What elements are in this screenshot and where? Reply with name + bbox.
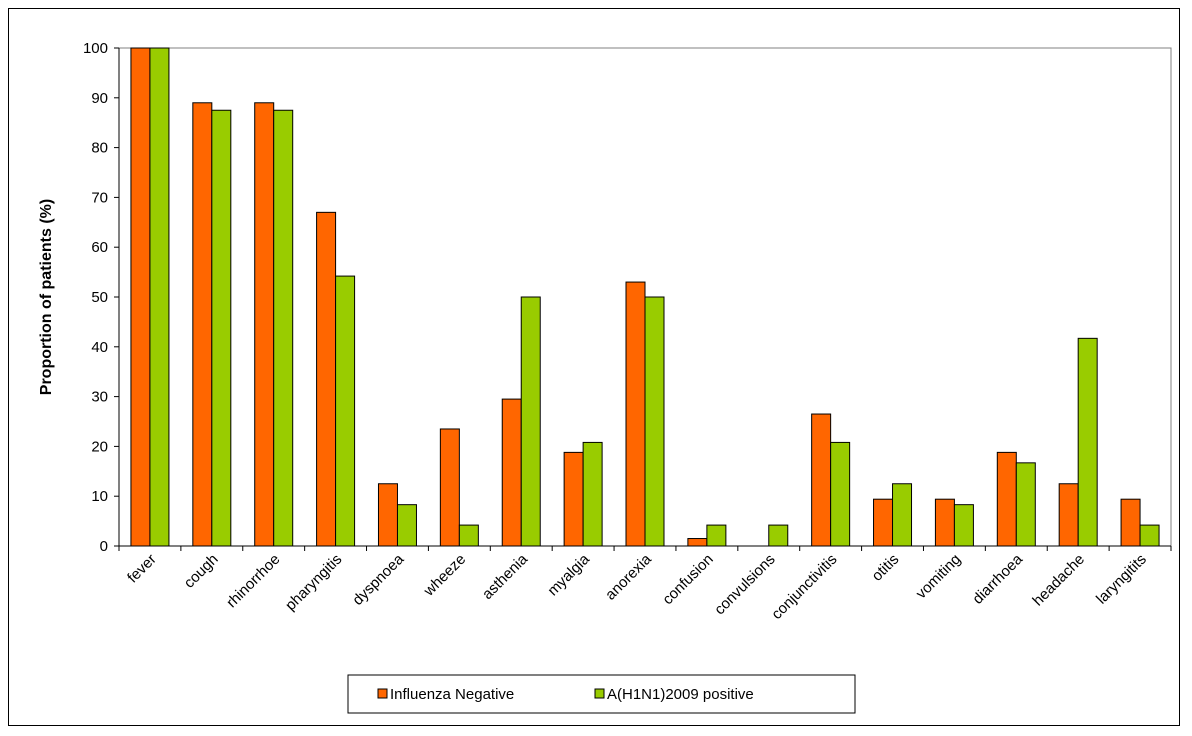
y-axis-title: Proportion of patients (%) (38, 199, 55, 395)
bar-influenza-negative-anorexia (625, 281, 646, 547)
bar-influenza-negative-myalgia (563, 451, 584, 547)
bar-a-h1n1-2009-positive-convulsions (768, 524, 789, 547)
tick-labels-layer: 0 10 20 30 40 50 60 70 80 90 100 fever cough rhinorrh… (83, 40, 1150, 623)
x-tick-label-pharyngitis: pharyngitis (282, 551, 345, 614)
x-tick-label-convulsions: convulsions (711, 551, 778, 618)
bar-a-h1n1-2009-positive-fever (149, 47, 170, 547)
bar-a-h1n1-2009-positive-cough (211, 109, 232, 547)
x-tick-label-laryngitits: laryngitits (1093, 551, 1150, 608)
y-tick-label: 60 (91, 239, 108, 256)
bar-a-h1n1-2009-positive-confusion (706, 524, 727, 547)
x-tick-label-wheeze: wheeze (420, 551, 469, 600)
bar-influenza-negative-headache (1058, 483, 1079, 547)
legend-swatch-h1n1-positive (594, 688, 605, 699)
x-tick-label-headache: headache (1029, 551, 1088, 610)
bar-a-h1n1-2009-positive-conjunctivitis (830, 441, 851, 547)
x-tick-label-conjunctivitis: conjunctivitis (768, 551, 840, 623)
x-tick-label-diarrhoea: diarrhoea (969, 550, 1026, 607)
y-tick-label: 80 (91, 140, 108, 157)
bar-influenza-negative-asthenia (501, 398, 522, 547)
bar-a-h1n1-2009-positive-diarrhoea (1015, 462, 1036, 547)
bar-a-h1n1-2009-positive-asthenia (520, 296, 541, 547)
bar-influenza-negative-otitis (873, 498, 894, 547)
bar-a-h1n1-2009-positive-wheeze (458, 524, 479, 547)
y-tick-label: 10 (91, 488, 108, 505)
x-tick-label-otitis: otitis (869, 551, 903, 585)
bar-influenza-negative-rhinorrhoe (254, 102, 275, 547)
y-tick-label: 30 (91, 389, 108, 406)
legend-label-influenza-negative: Influenza Negative (390, 686, 514, 703)
bars-layer (130, 47, 1160, 547)
bar-influenza-negative-diarrhoea (996, 451, 1017, 547)
x-tick-label-vomiting: vomiting (913, 551, 965, 603)
bar-influenza-negative-wheeze (439, 428, 460, 547)
y-tick-label: 0 (100, 538, 108, 555)
x-tick-label-asthenia: asthenia (479, 550, 532, 603)
bar-a-h1n1-2009-positive-myalgia (582, 441, 603, 547)
bar-influenza-negative-fever (130, 47, 151, 547)
x-tick-label-myalgia: myalgia (544, 550, 593, 599)
bar-influenza-negative-cough (192, 102, 213, 547)
y-tick-label: 50 (91, 289, 108, 306)
x-tick-label-confusion: confusion (659, 551, 716, 608)
bar-influenza-negative-conjunctivitis (811, 413, 832, 547)
bar-influenza-negative-pharyngitis (316, 211, 337, 547)
x-tick-label-anorexia: anorexia (602, 550, 655, 603)
bar-a-h1n1-2009-positive-anorexia (644, 296, 665, 547)
bar-chart: 0 10 20 30 40 50 60 70 80 90 100 fever cough rhinorrh… (38, 40, 1172, 714)
bar-a-h1n1-2009-positive-otitis (892, 483, 913, 547)
chart-frame: 0 10 20 30 40 50 60 70 80 90 100 fever cough rhinorrh… (8, 8, 1180, 726)
x-tick-label-dyspnoea: dyspnoea (349, 550, 407, 608)
bar-a-h1n1-2009-positive-headache (1077, 337, 1098, 547)
bar-influenza-negative-confusion (687, 538, 708, 547)
y-tick-label: 20 (91, 438, 108, 455)
bar-a-h1n1-2009-positive-rhinorrhoe (273, 109, 294, 547)
bar-a-h1n1-2009-positive-laryngitits (1139, 524, 1160, 547)
y-tick-label: 100 (83, 40, 108, 57)
legend: Influenza Negative A(H1N1)2009 positive (347, 674, 856, 714)
x-tick-label-cough: cough (181, 551, 222, 592)
bar-a-h1n1-2009-positive-vomiting (953, 504, 974, 547)
bar-a-h1n1-2009-positive-dyspnoea (396, 504, 417, 547)
bar-influenza-negative-dyspnoea (377, 483, 398, 547)
y-tick-label: 90 (91, 90, 108, 107)
bar-influenza-negative-vomiting (934, 498, 955, 547)
legend-label-h1n1-positive: A(H1N1)2009 positive (607, 686, 754, 703)
x-tick-label-rhinorrhoe: rhinorrhoe (223, 551, 283, 611)
y-tick-label: 40 (91, 339, 108, 356)
bar-a-h1n1-2009-positive-pharyngitis (335, 275, 356, 547)
y-tick-label: 70 (91, 189, 108, 206)
legend-swatch-influenza-negative (377, 688, 388, 699)
x-tick-label-fever: fever (124, 551, 160, 587)
bar-influenza-negative-laryngitits (1120, 498, 1141, 547)
